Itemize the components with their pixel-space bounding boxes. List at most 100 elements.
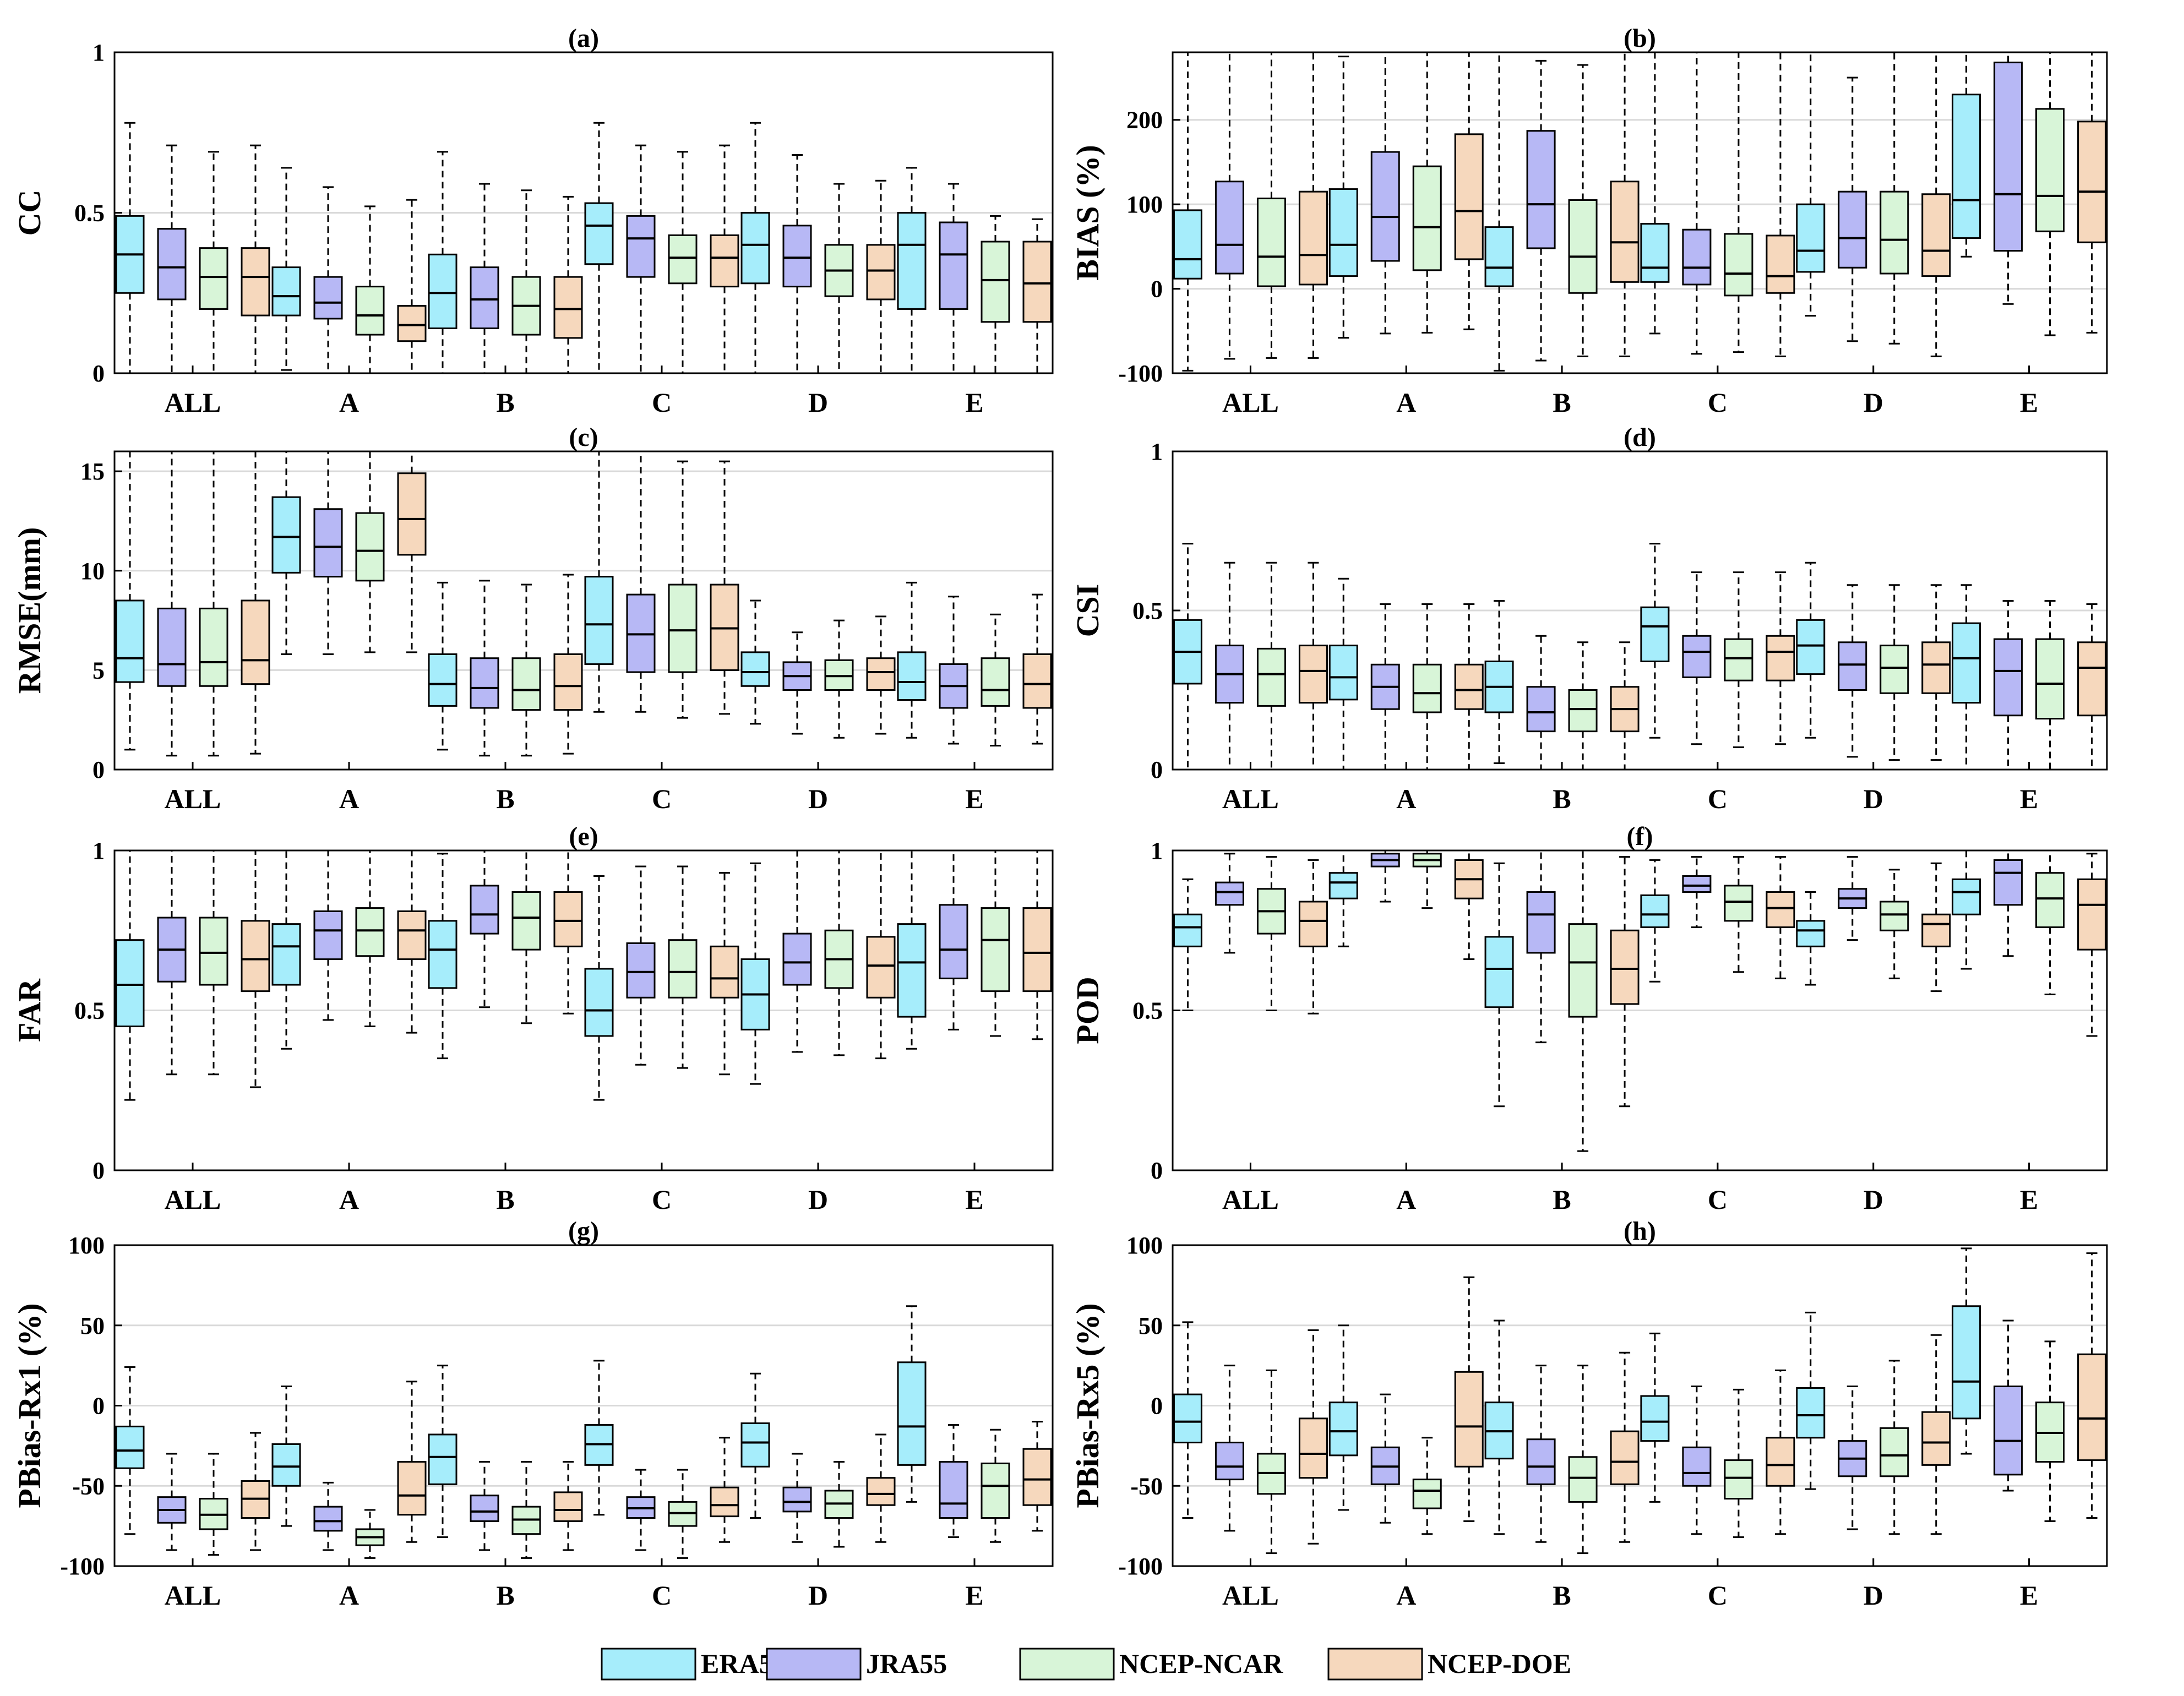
box-iqr [981, 657, 1010, 707]
box-iqr [1880, 1427, 1909, 1477]
y-tick-label: -50 [72, 1473, 105, 1499]
y-axis-label: CC [12, 190, 47, 236]
y-tick-label: -100 [60, 1553, 105, 1580]
box-iqr [1454, 1371, 1484, 1468]
box-iqr [1952, 94, 1981, 239]
box-iqr [1214, 181, 1244, 275]
box-iqr [1682, 635, 1712, 678]
box-all-ncep-ncar [199, 1453, 228, 1556]
box-c-era5 [584, 450, 614, 713]
box-d-ncep-ncar [1880, 584, 1909, 761]
x-tick-label-d: D [808, 387, 828, 418]
y-tick-label: 0 [1151, 276, 1163, 303]
box-iqr [553, 276, 583, 339]
box-iqr [1994, 61, 2023, 252]
box-iqr [1838, 190, 1867, 269]
box-d-jra55 [782, 849, 812, 1053]
y-tick-label: 0 [92, 360, 105, 387]
box-iqr [1526, 1438, 1556, 1485]
y-tick-label: 15 [80, 458, 105, 485]
box-c-jra55 [626, 865, 656, 1066]
axes-frame [113, 1244, 1054, 1567]
box-e-era5 [897, 1305, 927, 1503]
box-iqr [626, 942, 656, 999]
box-e-era5 [1952, 584, 1981, 771]
box-all-era5 [1173, 1321, 1202, 1519]
box-iqr [1766, 635, 1795, 681]
panel-title: (e) [569, 822, 598, 851]
box-iqr [584, 202, 614, 265]
box-iqr [1610, 929, 1640, 1005]
box-e-ncep-ncar [981, 849, 1010, 1037]
panel-g: -100 -50 0 50 100 ALL A B C D E (g) PBias-Rx1 (%) [12, 1217, 1054, 1611]
box-iqr [1022, 241, 1052, 323]
box-b-ncep-ncar [1568, 1365, 1598, 1555]
box-iqr [1214, 881, 1244, 906]
legend-swatch [601, 1648, 696, 1681]
box-e-ncep-doe [2077, 1252, 2107, 1519]
box-iqr [1952, 878, 1981, 915]
axes-frame [1172, 450, 2108, 771]
box-iqr [1682, 875, 1712, 893]
box-a-ncep-doe [397, 849, 427, 1034]
box-iqr [313, 1506, 343, 1532]
box-d-jra55 [1838, 584, 1867, 758]
box-iqr [470, 1495, 499, 1522]
box-b-jra55 [1526, 849, 1556, 1044]
y-axis-label: FAR [12, 978, 47, 1042]
box-iqr [397, 910, 427, 961]
box-b-ncep-doe [553, 574, 583, 755]
box-d-jra55 [1838, 1386, 1867, 1530]
box-iqr [897, 923, 927, 1018]
box-iqr [2077, 121, 2107, 243]
box-d-ncep-ncar [824, 183, 854, 374]
y-tick-label: 0 [92, 756, 105, 783]
box-a-ncep-doe [1454, 849, 1484, 961]
box-iqr [271, 1443, 301, 1487]
box-iqr [1921, 193, 1951, 277]
box-a-era5 [271, 849, 301, 1050]
x-tick-label-all: ALL [1222, 1184, 1279, 1215]
y-tick-label: -100 [1118, 360, 1163, 387]
box-iqr [1640, 222, 1670, 283]
box-iqr [1454, 663, 1484, 710]
box-d-ncep-doe [1921, 1334, 1951, 1535]
box-all-ncep-ncar [1256, 51, 1286, 359]
box-iqr [1022, 907, 1052, 992]
box-e-ncep-ncar [981, 215, 1010, 374]
box-c-ncep-ncar [668, 151, 698, 374]
box-e-ncep-ncar [2035, 849, 2065, 995]
box-iqr [668, 583, 698, 673]
y-tick-label: 50 [80, 1312, 105, 1339]
x-tick-label-e: E [965, 783, 983, 814]
box-all-ncep-ncar [199, 849, 228, 1076]
y-tick-label: 10 [80, 558, 105, 585]
box-iqr [1766, 1437, 1795, 1487]
box-iqr [355, 907, 385, 957]
box-c-jra55 [626, 144, 656, 374]
box-c-ncep-ncar [668, 865, 698, 1069]
box-c-ncep-doe [1766, 856, 1795, 979]
box-iqr [1724, 1459, 1753, 1500]
box-e-ncep-doe [1022, 849, 1052, 1040]
box-all-era5 [1173, 878, 1202, 1011]
box-iqr [939, 1461, 968, 1519]
box-all-jra55 [1214, 51, 1244, 360]
y-tick-label: 0.5 [74, 997, 105, 1024]
box-b-ncep-doe [1610, 1351, 1640, 1543]
box-iqr [866, 657, 896, 691]
box-d-era5 [1796, 1311, 1826, 1490]
x-tick-label-c: C [652, 783, 672, 814]
box-iqr [1640, 1395, 1670, 1442]
box-iqr [2077, 641, 2107, 717]
box-iqr [1766, 235, 1795, 294]
box-c-era5 [1640, 543, 1670, 739]
x-tick-label-b: B [496, 1184, 514, 1215]
box-iqr [553, 1491, 583, 1522]
box-d-ncep-doe [1921, 862, 1951, 992]
box-a-era5 [271, 1386, 301, 1527]
box-c-ncep-doe [710, 872, 739, 1076]
box-c-ncep-doe [710, 144, 739, 374]
box-iqr [1298, 1417, 1328, 1479]
x-tick-label-a: A [339, 387, 359, 418]
